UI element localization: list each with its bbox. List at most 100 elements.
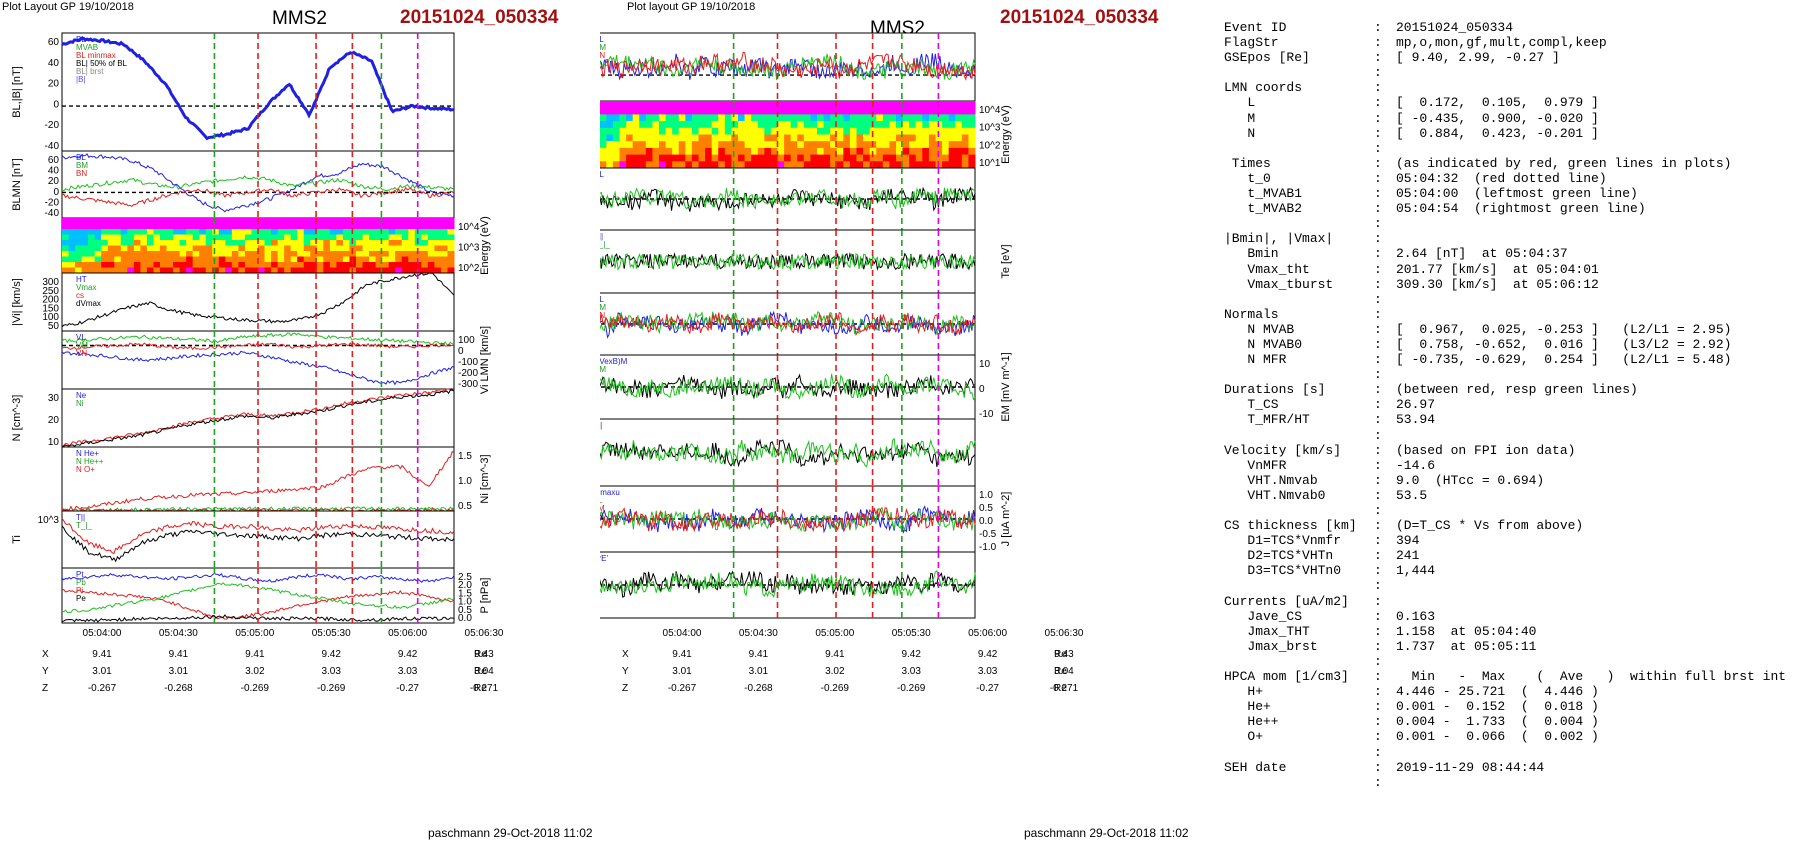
left-heatmap-cell — [336, 245, 344, 252]
left-heatmap-cell — [290, 251, 298, 257]
mid-heatmap-cell — [659, 121, 667, 129]
left-heatmap-cell — [225, 218, 233, 224]
info-key: D1=TCS*Vnmfr — [1224, 533, 1342, 549]
mid-heatmap-cell — [863, 107, 871, 115]
mid-heatmap-cell — [882, 121, 890, 129]
left-heatmap-cell — [356, 229, 364, 235]
left-heatmap-cell — [323, 229, 331, 235]
left-heatmap-cell — [323, 251, 331, 257]
info-separator: : — [1374, 35, 1382, 51]
info-value: (based on FPI ion data) — [1396, 442, 1576, 458]
mid-ephem-label: X — [622, 649, 629, 660]
left-heatmap-cell — [160, 262, 168, 268]
left-heatmap-cell — [310, 229, 318, 235]
mid-heatmap-cell — [803, 147, 811, 156]
left-heatmap-cell — [153, 256, 161, 263]
info-row: : — [1224, 141, 1796, 156]
mid-heatmap-cell — [718, 134, 726, 142]
mid-tick-label: 0.0 — [979, 516, 993, 527]
left-heatmap-cell — [107, 234, 115, 241]
left-heatmap-cell — [205, 223, 213, 230]
info-row: Jave_CS:0.163 — [1224, 609, 1796, 624]
left-heatmap-cell — [101, 240, 109, 246]
left-heatmap-cell — [342, 267, 350, 274]
mid-heatmap-cell — [915, 161, 923, 169]
left-heatmap-cell — [303, 229, 311, 235]
mid-heatmap-cell — [922, 121, 930, 129]
info-key: LMN coords — [1224, 80, 1303, 96]
left-heatmap-cell — [290, 262, 298, 268]
left-heatmap-cell — [395, 251, 403, 257]
left-heatmap-cell — [329, 262, 337, 268]
mid-tick-label: -1.0 — [979, 542, 997, 553]
mid-heatmap-cell — [705, 121, 713, 129]
mid-panel: 1050-5-10ELMN [mV m^-1]ELEMEN — [600, 292, 976, 356]
left-heatmap-cell — [310, 251, 318, 257]
mid-heatmap-cell — [915, 114, 923, 122]
left-heatmap-cell — [101, 218, 109, 224]
left-heatmap-cell — [238, 251, 246, 257]
mid-heatmap-cell — [942, 107, 950, 115]
info-key: Vmax_tburst — [1224, 276, 1334, 292]
mid-heatmap-cell — [606, 134, 614, 142]
info-value: 201.77 [km/s] at 05:04:01 — [1396, 261, 1599, 277]
left-legend-entry: BL| 50% of BL — [76, 59, 128, 68]
left-heatmap-cell — [251, 267, 259, 274]
left-tick-label: 0 — [53, 99, 59, 110]
left-heatmap-cell — [225, 256, 233, 263]
left-heatmap-cell — [212, 229, 220, 235]
left-heatmap-cell — [231, 223, 239, 230]
left-heatmap-cell — [349, 223, 357, 230]
left-heatmap-cell — [140, 245, 148, 252]
mid-heatmap-cell — [724, 154, 732, 162]
left-heatmap-cell — [238, 245, 246, 252]
left-heatmap-cell — [356, 234, 364, 241]
info-row: Velocity [km/s]: (based on FPI ion data) — [1224, 443, 1796, 458]
left-heatmap-cell — [440, 267, 448, 274]
left-legend-entry: MVAB — [76, 43, 98, 52]
left-heatmap-cell — [251, 223, 259, 230]
left-heatmap-cell — [356, 256, 364, 263]
left-heatmap-cell — [140, 223, 148, 230]
mid-heatmap-cell — [652, 134, 660, 142]
info-key: D2=TCS*VHTn — [1224, 548, 1334, 564]
info-separator: : — [1374, 412, 1382, 428]
left-heatmap-cell — [68, 234, 76, 241]
left-legend-entry: Vmax — [76, 283, 96, 292]
left-heatmap-cell — [356, 223, 364, 230]
left-heatmap-cell — [107, 251, 115, 257]
left-legend-entry: Pi — [76, 586, 83, 595]
mid-panel: Te [eV]T||T_|_ — [600, 229, 1012, 294]
mid-heatmap-cell — [718, 127, 726, 135]
left-heatmap-cell — [186, 240, 194, 246]
left-heatmap-cell — [258, 251, 266, 257]
mid-legend-entry: |J| — [600, 421, 602, 430]
mid-heatmap-cell — [803, 141, 811, 149]
info-value: 05:04:32 (red dotted line) — [1396, 170, 1607, 186]
mid-heatmap-cell — [876, 147, 884, 156]
left-heatmap-cell — [414, 262, 422, 268]
mid-heatmap-cell — [849, 161, 857, 169]
mid-heatmap-cell — [784, 147, 792, 156]
left-heatmap-cell — [173, 267, 181, 274]
info-key: Jmax_brst — [1224, 638, 1318, 654]
info-value: [ -0.735, -0.629, 0.254 ] (L2/L1 = 5.48) — [1396, 352, 1732, 368]
left-heatmap-cell — [258, 223, 266, 230]
left-heatmap-cell — [212, 262, 220, 268]
info-value: 4.446 - 25.721 ( 4.446 ) — [1396, 684, 1599, 700]
mid-ephem-value: -0.271 — [1050, 683, 1079, 694]
info-value: 309.30 [km/s] at 05:06:12 — [1396, 276, 1599, 292]
mid-heatmap-cell — [922, 161, 930, 169]
mid-heatmap-cell — [731, 134, 739, 142]
mid-heatmap-cell — [751, 134, 759, 142]
mid-heatmap-cell — [810, 141, 818, 149]
left-ephem-value: 3.03 — [321, 666, 341, 677]
mid-heatmap-cell — [672, 154, 680, 162]
left-ephem-value: -0.268 — [164, 683, 193, 694]
mid-heatmap-cell — [751, 127, 759, 135]
mid-heatmap-cell — [784, 134, 792, 142]
mid-heatmap-cell — [612, 101, 620, 109]
mid-heatmap-cell — [645, 154, 653, 162]
mid-heatmap-cell — [823, 161, 831, 169]
mid-heatmap-cell — [955, 141, 963, 149]
